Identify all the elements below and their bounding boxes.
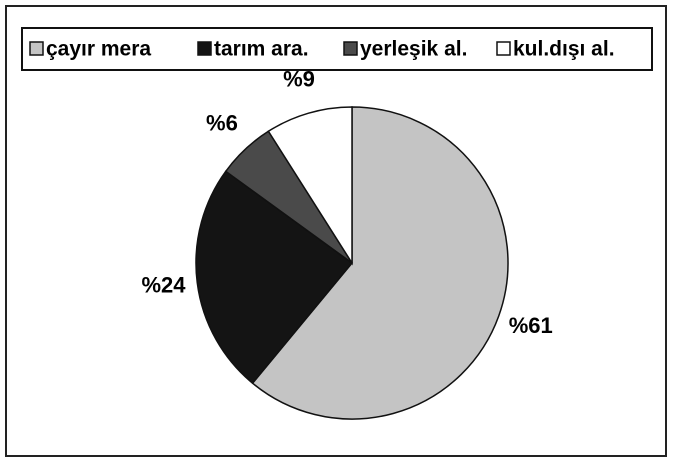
legend-label: çayır mera xyxy=(46,38,151,61)
legend-swatch xyxy=(197,41,212,56)
data-label: %61 xyxy=(509,313,553,338)
legend-label: tarım ara. xyxy=(214,38,309,61)
legend-swatch xyxy=(496,41,511,56)
data-label: %6 xyxy=(206,110,238,135)
pie-slice xyxy=(251,106,509,420)
legend-label: kul.dışı al. xyxy=(513,38,615,61)
pie-slice xyxy=(195,170,354,385)
data-label: %9 xyxy=(283,66,315,91)
legend-label: yerleşik al. xyxy=(360,38,467,61)
legend-box xyxy=(21,27,653,71)
data-label: %24 xyxy=(141,273,186,298)
legend-swatch xyxy=(343,41,358,56)
legend-swatch xyxy=(29,41,44,56)
pie-slice xyxy=(267,106,353,266)
